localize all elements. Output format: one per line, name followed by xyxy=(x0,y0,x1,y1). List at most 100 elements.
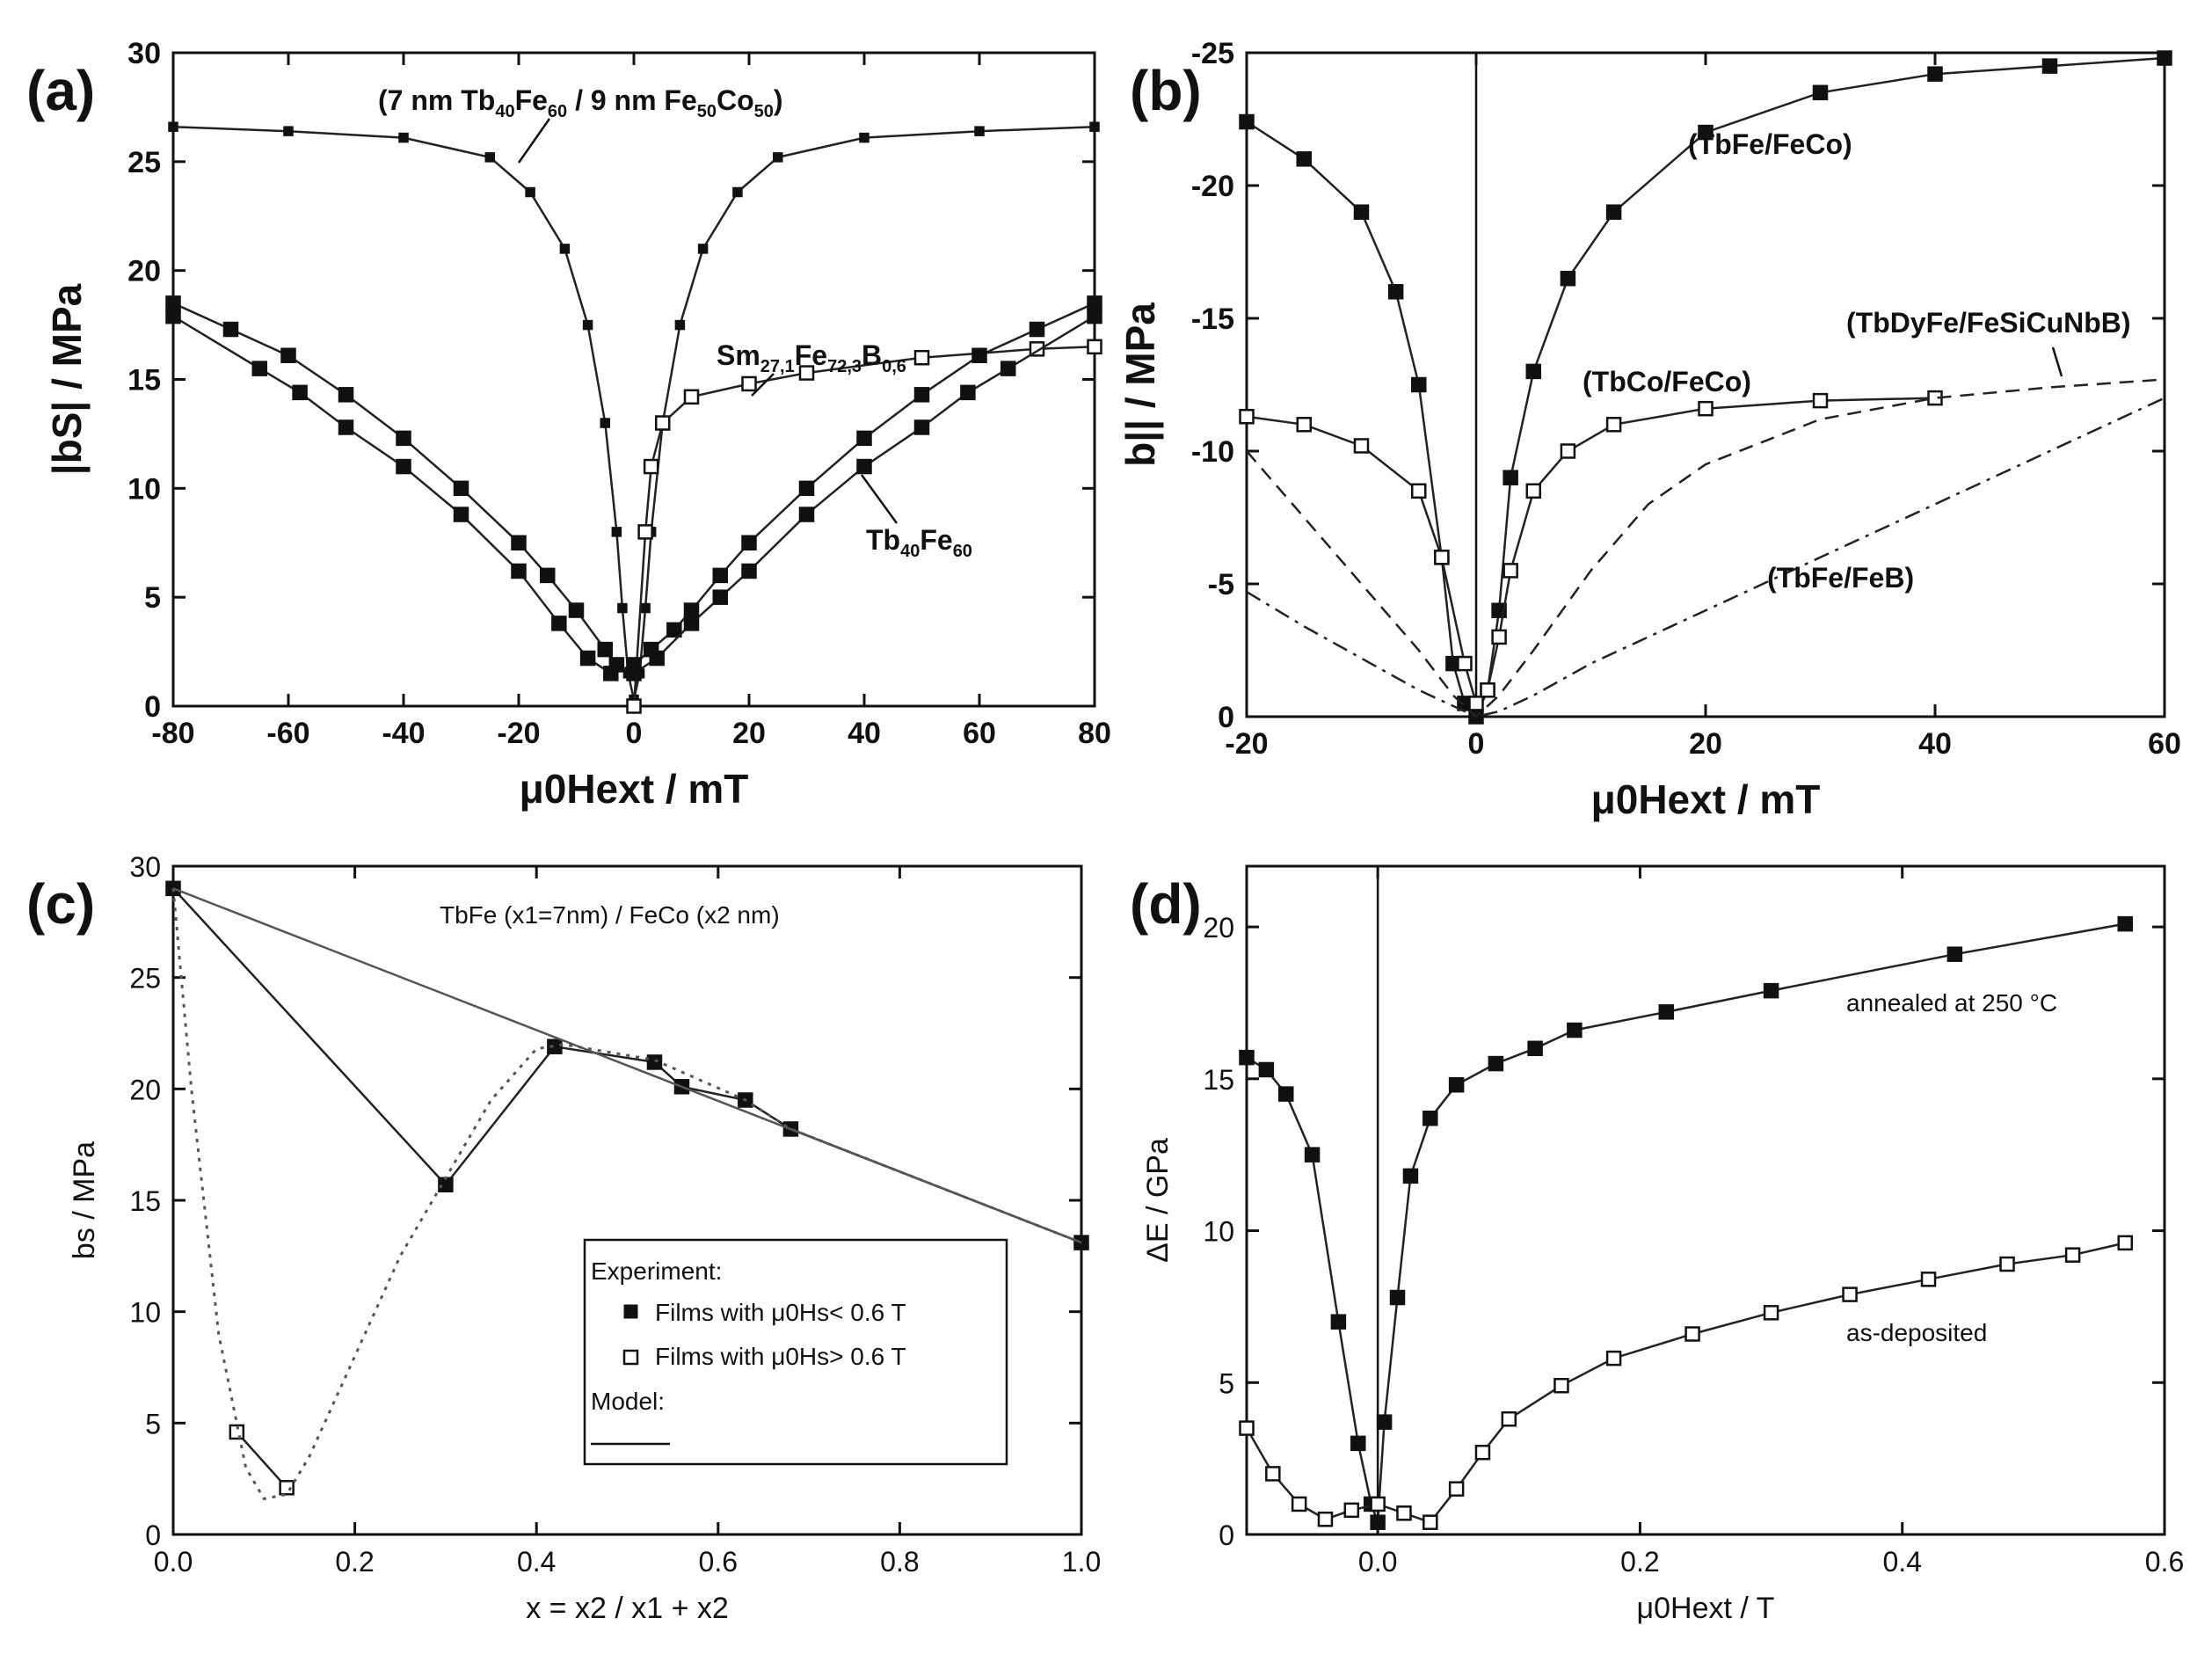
data-point xyxy=(643,458,659,475)
arrow xyxy=(517,118,551,164)
data-point xyxy=(1087,295,1102,311)
data-point xyxy=(1087,308,1102,324)
data-point xyxy=(280,347,296,364)
x-tick-label: 0.4 xyxy=(517,1546,556,1578)
data-point xyxy=(453,480,469,497)
data-point xyxy=(1812,392,1829,409)
data-point xyxy=(683,389,700,405)
data-point xyxy=(1812,84,1829,101)
data-point xyxy=(559,244,571,254)
data-point xyxy=(222,321,239,338)
data-point xyxy=(1089,121,1100,132)
data-point xyxy=(396,458,411,475)
legend-entry-open: Films with μ0Hs> 0.6 T xyxy=(655,1343,906,1370)
data-point xyxy=(1920,1272,1937,1287)
data-point xyxy=(1350,1435,1366,1452)
data-point xyxy=(511,563,527,579)
data-point xyxy=(1658,1004,1675,1020)
x-tick-label: 60 xyxy=(2148,727,2181,761)
panel-a: (a) -80 -60 -40 -20 0 20 40 60 80 0 5 10 15 20 25 30 μ0He… xyxy=(26,37,1111,812)
data-point xyxy=(1353,438,1370,454)
data-point xyxy=(617,602,628,614)
panel-d: (d) 0.0 0.2 0.4 0.6 0 5 10 15 20 μ0Hext / T ΔE / GP… xyxy=(1130,864,2184,1625)
data-point xyxy=(960,384,976,401)
y-tick-label: -5 xyxy=(1208,568,1234,601)
x-tick-label: -20 xyxy=(1225,727,1268,761)
y-tick-label: 10 xyxy=(1203,1216,1234,1248)
data-point xyxy=(547,1039,563,1054)
data-point xyxy=(637,524,653,540)
data-point xyxy=(2157,50,2172,66)
legend-marker-open xyxy=(622,1349,639,1366)
data-point xyxy=(279,1480,295,1496)
y-tick-label: 5 xyxy=(1219,1367,1234,1399)
data-point xyxy=(1370,1514,1386,1530)
data-point xyxy=(568,602,585,618)
data-point xyxy=(1239,113,1255,130)
data-point xyxy=(1927,66,1943,82)
legend: Experiment: Films with μ0Hs< 0.6 T Films w… xyxy=(583,1238,1008,1466)
series-line xyxy=(172,302,1095,675)
series-line xyxy=(1246,56,2165,719)
data-point xyxy=(540,567,556,584)
data-point xyxy=(582,319,593,331)
data-point xyxy=(484,152,495,163)
data-point xyxy=(165,308,181,324)
data-point xyxy=(640,602,651,614)
data-point xyxy=(1763,982,1779,999)
panel-label: (b) xyxy=(1130,59,1202,122)
data-point xyxy=(597,641,613,658)
data-point xyxy=(1296,151,1312,167)
x-tick-label: 0.0 xyxy=(154,1546,193,1578)
data-point xyxy=(712,589,728,605)
data-point xyxy=(1239,1420,1255,1436)
y-tick-label: -20 xyxy=(1191,170,1234,203)
y-tick-label: 0 xyxy=(1219,1520,1234,1551)
data-point xyxy=(1330,1314,1347,1330)
data-point xyxy=(1842,1286,1858,1302)
data-point xyxy=(1488,1055,1504,1072)
x-tick-label: -40 xyxy=(382,717,425,750)
legend-box xyxy=(583,1238,1008,1466)
data-point xyxy=(1525,363,1541,380)
y-tick-label: 0 xyxy=(144,690,161,724)
data-point xyxy=(1525,483,1541,499)
y-axis-label: b|| / MPa xyxy=(1117,302,1163,467)
arrow xyxy=(860,474,899,524)
data-point xyxy=(1073,1235,1089,1250)
data-point xyxy=(1389,1289,1406,1306)
data-point xyxy=(1029,321,1045,338)
data-point xyxy=(683,602,700,618)
data-point xyxy=(856,458,872,475)
annotation: (TbCo/FeCo) xyxy=(1583,366,1751,397)
data-point xyxy=(1317,1511,1334,1527)
data-point xyxy=(649,650,665,667)
series-line xyxy=(1246,922,2126,1523)
data-point xyxy=(1411,376,1427,393)
data-point xyxy=(511,535,527,550)
data-point xyxy=(1480,682,1495,698)
x-tick-label: 0 xyxy=(626,717,643,750)
data-point xyxy=(1448,1481,1465,1497)
x-axis-label: μ0Hext / T xyxy=(1637,1592,1775,1625)
panel-label: (d) xyxy=(1130,872,1202,936)
series-line xyxy=(172,125,1095,700)
annotation: annealed at 250 °C xyxy=(1846,989,2057,1017)
x-axis-label: x = x2 / x1 + x2 xyxy=(526,1592,729,1625)
data-point xyxy=(1434,550,1450,565)
annotation-smfeb: Sm27,1Fe72,3B0,6 xyxy=(717,339,906,376)
data-point xyxy=(1343,1502,1360,1519)
data-point xyxy=(1353,204,1370,220)
y-tick-label: 15 xyxy=(1203,1064,1234,1096)
plot-frame xyxy=(171,51,1096,708)
series-line xyxy=(172,887,1082,1244)
x-tick-label: 0.0 xyxy=(1358,1546,1397,1578)
plot-frame xyxy=(1245,864,2166,1536)
data-point xyxy=(1474,1444,1491,1461)
data-point xyxy=(646,1054,663,1070)
data-point xyxy=(913,349,930,366)
data-point xyxy=(2064,1247,2081,1263)
y-tick-label: 15 xyxy=(127,364,161,397)
x-tick-label: 40 xyxy=(1918,727,1952,761)
